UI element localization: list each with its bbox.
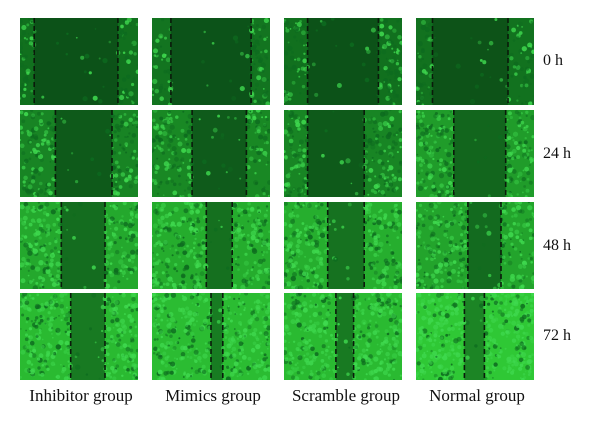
microscopy-image	[152, 293, 270, 380]
panel-scramble-72h	[284, 293, 402, 380]
panel-inhibitor-24h	[20, 110, 138, 197]
microscopy-image	[284, 110, 402, 197]
microscopy-image	[20, 202, 138, 289]
microscopy-image	[152, 202, 270, 289]
panel-inhibitor-0h	[20, 18, 138, 105]
column-label-mimics: Mimics group	[165, 386, 261, 405]
panel-normal-72h	[416, 293, 534, 380]
panel-scramble-0h	[284, 18, 402, 105]
panel-normal-48h	[416, 202, 534, 289]
microscopy-image	[152, 18, 270, 105]
panel-inhibitor-72h	[20, 293, 138, 380]
microscopy-image	[152, 110, 270, 197]
row-label-48h: 48 h	[543, 237, 571, 254]
panel-mimics-72h	[152, 293, 270, 380]
panel-scramble-24h	[284, 110, 402, 197]
column-label-inhibitor: Inhibitor group	[29, 386, 133, 405]
column-label-normal: Normal group	[429, 386, 525, 405]
microscopy-image	[416, 18, 534, 105]
microscopy-image	[416, 202, 534, 289]
microscopy-image	[20, 18, 138, 105]
microscopy-image	[284, 202, 402, 289]
microscopy-image	[284, 18, 402, 105]
microscopy-image	[416, 110, 534, 197]
panel-inhibitor-48h	[20, 202, 138, 289]
panel-mimics-24h	[152, 110, 270, 197]
row-label-0h: 0 h	[543, 52, 563, 69]
microscopy-image	[20, 110, 138, 197]
microscopy-image	[284, 293, 402, 380]
column-label-scramble: Scramble group	[291, 386, 401, 405]
panel-normal-24h	[416, 110, 534, 197]
row-label-24h: 24 h	[543, 145, 571, 162]
panel-mimics-48h	[152, 202, 270, 289]
panel-normal-0h	[416, 18, 534, 105]
panel-scramble-48h	[284, 202, 402, 289]
microscopy-image	[416, 293, 534, 380]
microscopy-image	[20, 293, 138, 380]
panel-mimics-0h	[152, 18, 270, 105]
row-label-72h: 72 h	[543, 327, 571, 344]
